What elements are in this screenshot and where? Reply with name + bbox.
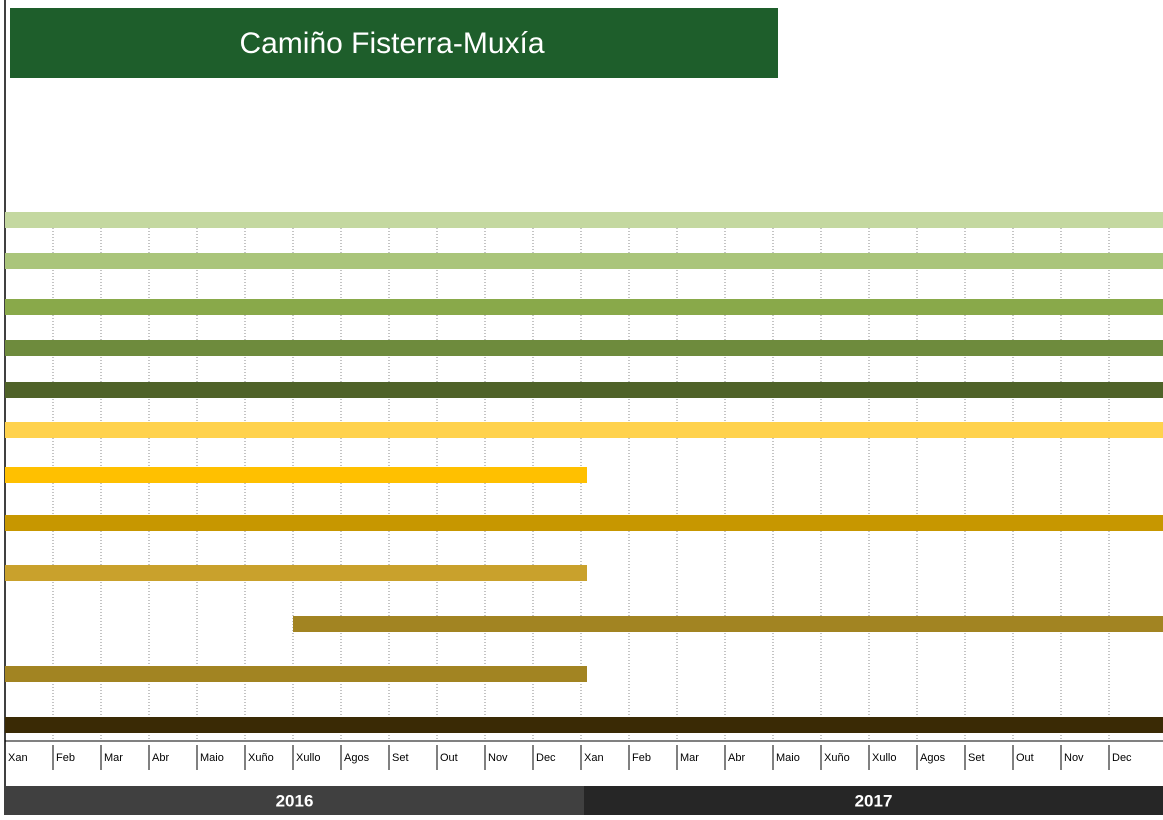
year-band xyxy=(584,786,1163,815)
x-tick-label: Feb xyxy=(56,752,75,764)
x-tick-label: Xuño xyxy=(824,752,850,764)
x-tick-label: Set xyxy=(392,752,409,764)
x-tick-label: Xuño xyxy=(248,752,274,764)
task-bar xyxy=(5,666,587,682)
x-tick-label: Out xyxy=(440,752,458,764)
task-bar xyxy=(5,422,1163,438)
task-bar xyxy=(5,467,587,483)
x-tick-label: Dec xyxy=(536,752,556,764)
x-tick-label: Out xyxy=(1016,752,1034,764)
task-bar xyxy=(5,253,1163,269)
x-tick-label: Dec xyxy=(1112,752,1132,764)
task-bar xyxy=(5,515,1163,531)
year-band xyxy=(5,786,584,815)
x-tick-label: Nov xyxy=(488,752,508,764)
x-tick-label: Xan xyxy=(584,752,604,764)
x-tick-label: Abr xyxy=(152,752,169,764)
x-tick-label: Agos xyxy=(344,752,370,764)
x-tick-label: Set xyxy=(968,752,985,764)
task-bar xyxy=(5,212,1163,228)
task-bar xyxy=(5,382,1163,398)
x-tick-label: Nov xyxy=(1064,752,1084,764)
task-bar xyxy=(5,565,587,581)
x-tick-label: Xullo xyxy=(296,752,320,764)
x-tick-label: Abr xyxy=(728,752,745,764)
chart-title: Camiño Fisterra-Muxía xyxy=(239,27,544,60)
x-tick-label: Feb xyxy=(632,752,651,764)
x-tick-label: Xullo xyxy=(872,752,896,764)
task-bar xyxy=(5,340,1163,356)
x-tick-label: Mar xyxy=(104,752,123,764)
x-tick-label: Mar xyxy=(680,752,699,764)
task-bar xyxy=(5,717,1163,733)
task-bar xyxy=(5,299,1163,315)
task-bar xyxy=(293,616,1163,632)
title-box xyxy=(10,8,778,78)
year-label: 2016 xyxy=(276,791,314,810)
x-tick-label: Maio xyxy=(200,752,224,764)
x-tick-label: Xan xyxy=(8,752,28,764)
x-tick-label: Maio xyxy=(776,752,800,764)
year-label: 2017 xyxy=(855,791,893,810)
x-tick-label: Agos xyxy=(920,752,946,764)
